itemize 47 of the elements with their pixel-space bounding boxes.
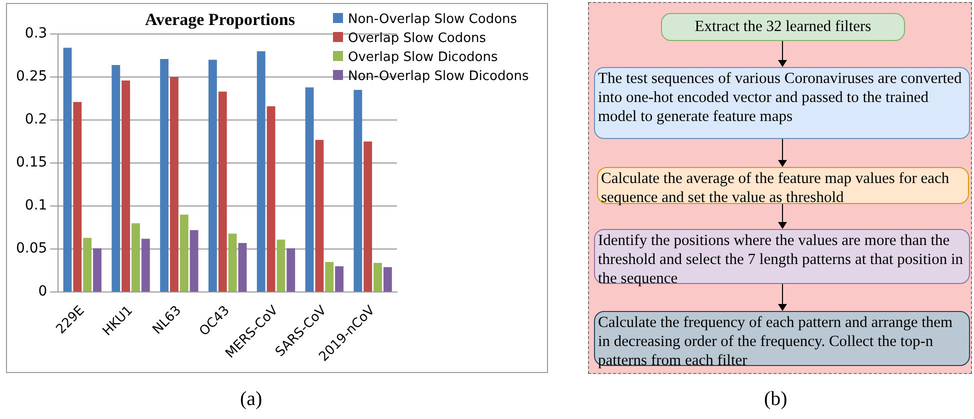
bar bbox=[286, 248, 296, 292]
bar bbox=[73, 102, 82, 292]
bar bbox=[190, 230, 198, 292]
bar bbox=[325, 262, 334, 292]
bar bbox=[315, 140, 324, 292]
text: (b) bbox=[764, 388, 788, 411]
legend-label: Overlap Slow Codons bbox=[348, 31, 486, 46]
bar bbox=[208, 60, 217, 292]
bar bbox=[238, 243, 247, 292]
text: Extract the 32 learned filters bbox=[661, 13, 905, 41]
legend-label: Non-Overlap Slow Dicodons bbox=[348, 69, 529, 84]
chart-title: Average Proportions bbox=[145, 10, 295, 30]
text: Calculate the average of the feature map values for each sequence and set the value as threshold bbox=[597, 167, 969, 206]
y-tick-label: 0.3 bbox=[24, 26, 48, 42]
bar bbox=[256, 51, 266, 292]
text: Identify the positions where the values are more than the threshold and select the 7 length patterns at that position in the sequence bbox=[594, 229, 970, 287]
y-tick-label: 0.15 bbox=[16, 154, 48, 171]
y-tick-label: 0.05 bbox=[16, 240, 48, 257]
y-tick-label: 0.2 bbox=[24, 112, 48, 128]
bar bbox=[266, 106, 276, 292]
text: (a) bbox=[240, 388, 262, 411]
bar bbox=[93, 248, 102, 292]
bar bbox=[160, 58, 169, 292]
bar bbox=[122, 80, 130, 292]
bar bbox=[112, 64, 120, 292]
bar bbox=[141, 238, 150, 292]
bar bbox=[364, 142, 372, 292]
bar bbox=[228, 234, 237, 292]
bar bbox=[335, 266, 344, 292]
bar bbox=[383, 267, 392, 292]
bar bbox=[276, 240, 286, 292]
text: The test sequences of various Coronaviruses are converted into one-hot encoded vector and passed to the trained model to generate feature maps bbox=[594, 67, 970, 139]
bar bbox=[170, 77, 178, 292]
legend-label: Non-Overlap Slow Codons bbox=[348, 12, 518, 27]
bar bbox=[354, 90, 362, 292]
y-tick-label: 0.1 bbox=[24, 198, 48, 214]
bar bbox=[180, 214, 188, 292]
y-tick-label: 0 bbox=[38, 284, 48, 300]
text: Calculate the frequency of each pattern and arrange them in decreasing order of the frequency. Collect the top-n patterns from each filter bbox=[594, 311, 970, 369]
bar bbox=[63, 48, 72, 292]
legend-label: Overlap Slow Dicodons bbox=[348, 50, 498, 65]
bar bbox=[218, 92, 227, 292]
bar bbox=[132, 223, 140, 292]
bar bbox=[374, 262, 382, 292]
bar bbox=[83, 238, 92, 292]
y-tick-label: 0.25 bbox=[16, 68, 48, 85]
bar bbox=[305, 87, 314, 292]
